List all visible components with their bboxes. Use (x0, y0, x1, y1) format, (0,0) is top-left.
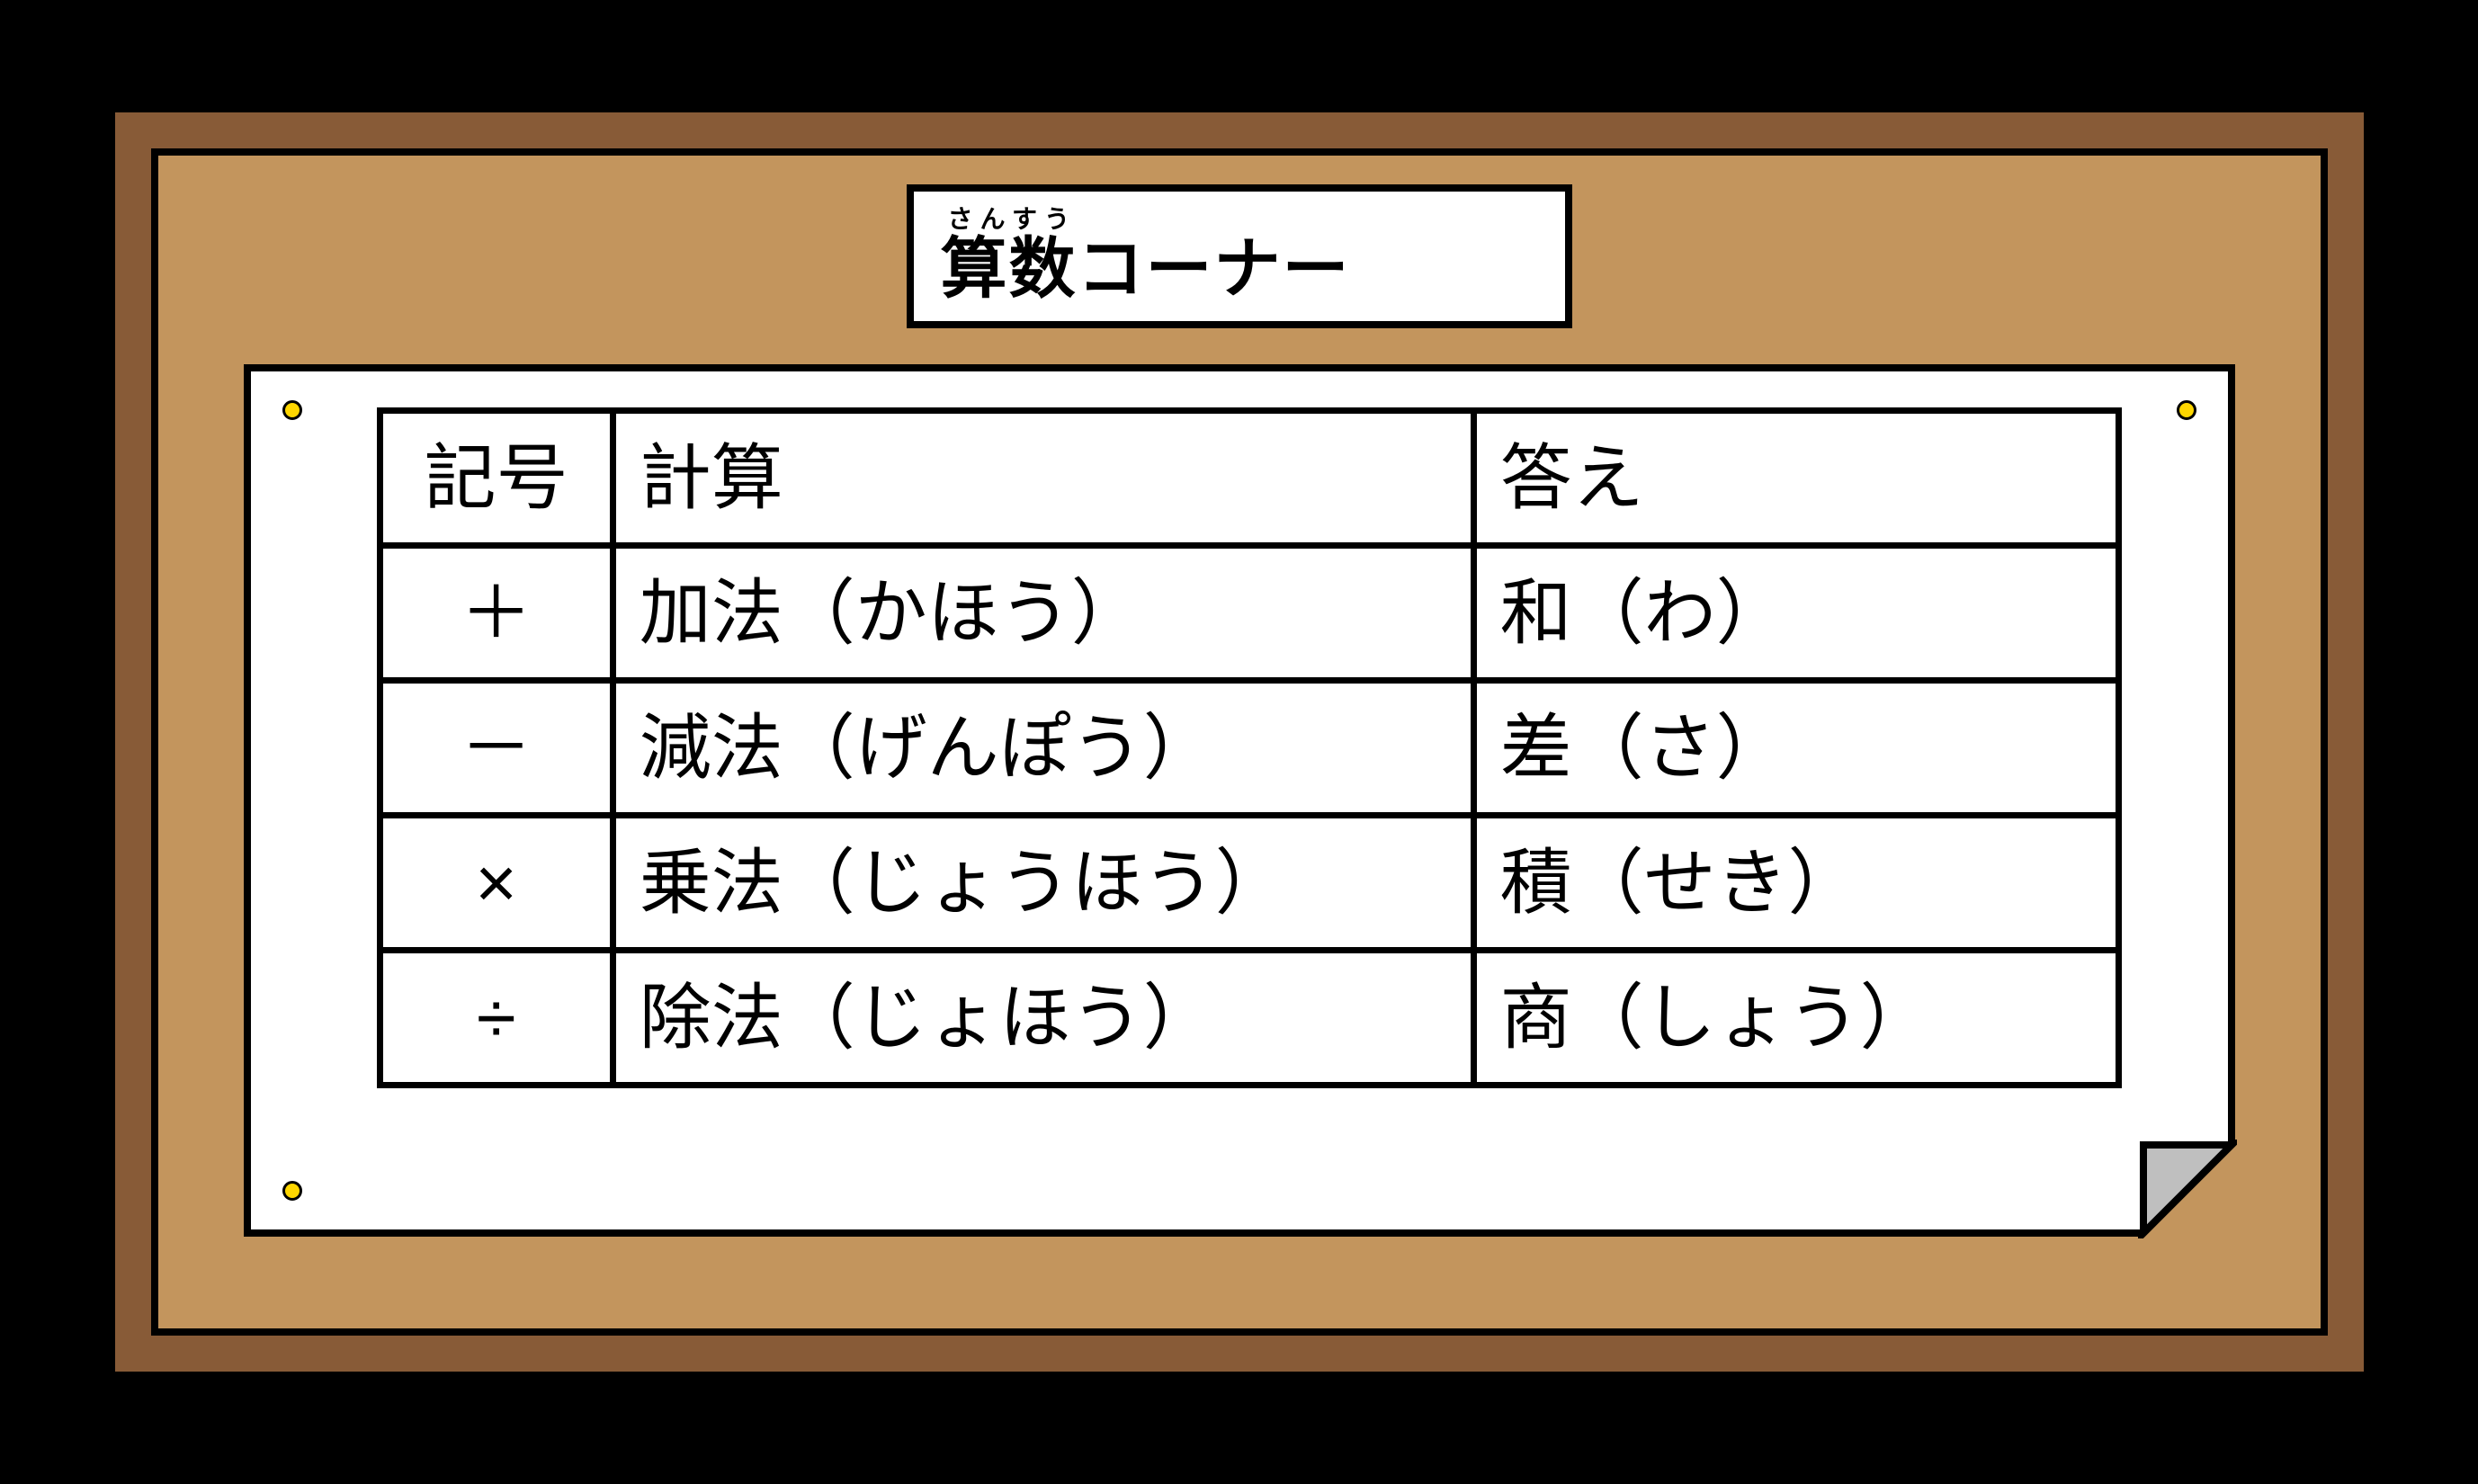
cell-calc: 除法（じょほう） (613, 951, 1473, 1086)
paper-sheet: 記号 計算 答え ＋ 加法（かほう） 和（わ） (244, 364, 2235, 1237)
header-calc: 計算 (613, 411, 1473, 546)
table-header-row: 記号 計算 答え (380, 411, 2118, 546)
cell-symbol: ÷ (380, 951, 613, 1086)
table-row: ÷ 除法（じょほう） 商（しょう） (380, 951, 2118, 1086)
math-operations-table: 記号 計算 答え ＋ 加法（かほう） 和（わ） (377, 407, 2122, 1088)
cell-answer: 差（さ） (1473, 681, 2118, 816)
table-row: ＋ 加法（かほう） 和（わ） (380, 546, 2118, 681)
bulletin-frame: さんすう 算数コーナー 記号 計算 答え (115, 112, 2364, 1372)
title-card: さんすう 算数コーナー (907, 184, 1572, 328)
stage: さんすう 算数コーナー 記号 計算 答え (0, 0, 2478, 1484)
pin-icon (2177, 400, 2196, 420)
frame-outer-border: さんすう 算数コーナー 記号 計算 答え (102, 99, 2377, 1385)
cell-calc: 乗法（じょうほう） (613, 816, 1473, 951)
pin-icon (282, 1181, 302, 1201)
cell-calc: 加法（かほう） (613, 546, 1473, 681)
title-main: 算数コーナー (941, 232, 1351, 305)
cell-answer: 積（せき） (1473, 816, 2118, 951)
table-row: － 減法（げんぽう） 差（さ） (380, 681, 2118, 816)
cell-symbol: × (380, 816, 613, 951)
table-row: × 乗法（じょうほう） 積（せき） (380, 816, 2118, 951)
header-answer: 答え (1473, 411, 2118, 546)
bulletin-board: さんすう 算数コーナー 記号 計算 答え (158, 156, 2321, 1328)
cell-answer: 和（わ） (1473, 546, 2118, 681)
cell-symbol: ＋ (380, 546, 613, 681)
cell-calc: 減法（げんぽう） (613, 681, 1473, 816)
fold-overlay-icon (2138, 1140, 2237, 1238)
frame-inner-border: さんすう 算数コーナー 記号 計算 答え (151, 148, 2328, 1336)
title-ruby: さんすう (941, 207, 1077, 232)
header-symbol: 記号 (380, 411, 613, 546)
cell-answer: 商（しょう） (1473, 951, 2118, 1086)
pin-icon (282, 400, 302, 420)
cell-symbol: － (380, 681, 613, 816)
